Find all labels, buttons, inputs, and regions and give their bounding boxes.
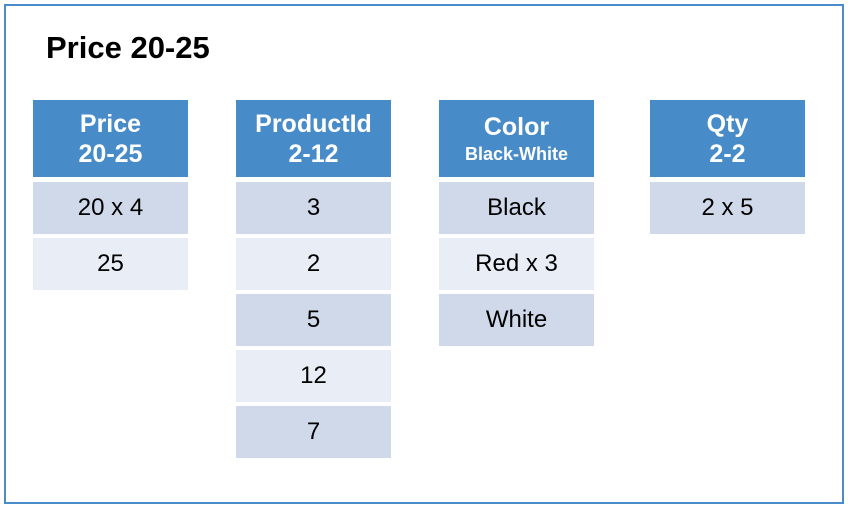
column-color: Color Black-White Black Red x 3 White bbox=[439, 100, 594, 350]
column-range: 20-25 bbox=[78, 139, 143, 168]
column-header: Qty 2-2 bbox=[650, 100, 805, 177]
column-name: Qty bbox=[706, 109, 749, 138]
value-cell: 20 x 4 bbox=[33, 182, 188, 234]
column-header: Price 20-25 bbox=[33, 100, 188, 177]
column-name: Color bbox=[483, 112, 550, 141]
column-range: Black-White bbox=[464, 143, 569, 164]
column-name: Price bbox=[79, 109, 142, 138]
column-range: 2-12 bbox=[288, 139, 339, 168]
column-range: 2-2 bbox=[709, 139, 746, 168]
diagram-frame bbox=[4, 4, 844, 504]
value-cell: 25 bbox=[33, 238, 188, 290]
value-cell: 12 bbox=[236, 350, 391, 402]
column-header: ProductId 2-12 bbox=[236, 100, 391, 177]
column-price: Price 20-25 20 x 4 25 bbox=[33, 100, 188, 294]
value-cell: 7 bbox=[236, 406, 391, 458]
value-cell: 2 bbox=[236, 238, 391, 290]
diagram-title: Price 20-25 bbox=[46, 30, 210, 65]
value-cell: 3 bbox=[236, 182, 391, 234]
column-header: Color Black-White bbox=[439, 100, 594, 177]
column-name: ProductId bbox=[255, 109, 372, 138]
value-cell: 2 x 5 bbox=[650, 182, 805, 234]
value-cell: White bbox=[439, 294, 594, 346]
value-cell: Red x 3 bbox=[439, 238, 594, 290]
column-qty: Qty 2-2 2 x 5 bbox=[650, 100, 805, 238]
value-cell: Black bbox=[439, 182, 594, 234]
column-productid: ProductId 2-12 3 2 5 12 7 bbox=[236, 100, 391, 462]
value-cell: 5 bbox=[236, 294, 391, 346]
